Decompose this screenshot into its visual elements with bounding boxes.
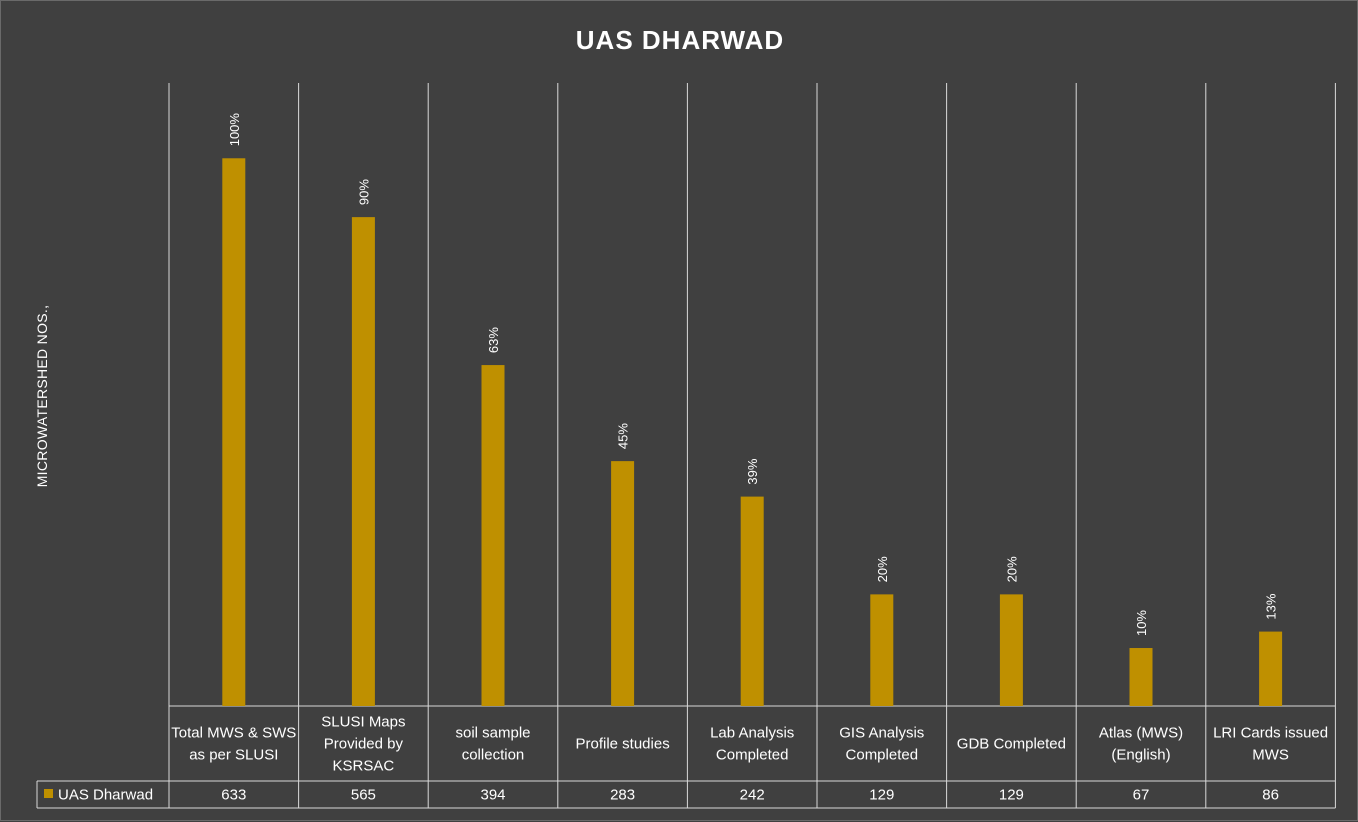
category-label: Total MWS & SWS as per SLUSI [171,725,296,764]
plot-area: 100% Total MWS & SWS as per SLUSI 633 90% SLU… [36,83,1336,809]
legend-key [44,789,53,798]
bar [1129,648,1153,706]
data-table-value: 242 [740,787,765,804]
category-label: GDB Completed [957,736,1066,753]
chart-title: UAS DHARWAD [576,25,784,55]
data-label: 45% [616,423,631,449]
data-table-value: 129 [999,787,1024,804]
data-table-value: 633 [221,787,246,804]
bar [222,158,246,706]
category-label: Profile studies [575,736,669,753]
data-label: 90% [356,179,371,205]
category-label: Atlas (MWS) (English) [1099,725,1183,764]
data-label: 10% [1134,610,1149,636]
data-label: 39% [745,458,760,484]
data-table-value: 129 [869,787,894,804]
bar [740,496,764,706]
data-label: 13% [1264,593,1279,619]
bar [351,217,375,707]
bar [611,461,635,706]
data-label: 100% [227,113,242,147]
bar [1259,631,1283,706]
data-table-value: 283 [610,787,635,804]
category-label: GIS Analysis Completed [839,725,924,764]
bar [481,365,505,706]
y-axis-label: MICROWATERSHED NOS., [34,305,50,488]
data-label: 20% [1004,556,1019,582]
data-label: 63% [486,327,501,353]
bar [999,594,1023,706]
data-table-value: 67 [1133,787,1150,804]
category-label: Lab Analysis Completed [710,725,794,764]
category-label: SLUSI Maps Provided by KSRSAC [321,714,405,775]
data-label: 20% [875,556,890,582]
category-label: LRI Cards issued MWS [1213,725,1328,764]
category-label: soil sample collection [455,725,530,764]
data-table-value: 86 [1262,787,1279,804]
legend-series-name: UAS Dharwad [58,787,153,804]
data-table-value: 394 [480,787,505,804]
bar [870,594,894,706]
data-table-value: 565 [351,787,376,804]
